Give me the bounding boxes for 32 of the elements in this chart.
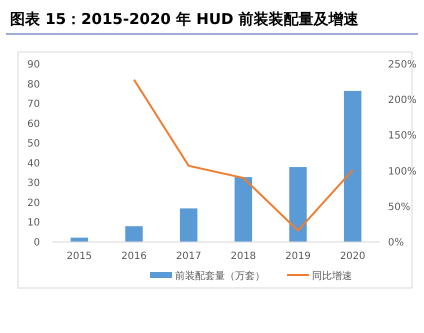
y-tick-label: 80 bbox=[27, 79, 40, 90]
y-tick-label: 10 bbox=[27, 218, 40, 229]
y2-tick-label: 250% bbox=[388, 60, 417, 70]
x-tick-label: 2015 bbox=[66, 251, 92, 262]
y2-tick-label: 200% bbox=[388, 95, 417, 106]
y-tick-label: 40 bbox=[27, 158, 40, 170]
line-series bbox=[133, 78, 354, 232]
chart-title: 图表 15：2015-2020 年 HUD 前装装配量及增速 bbox=[10, 10, 360, 28]
y-tick-label: 30 bbox=[27, 178, 40, 190]
bar bbox=[344, 90, 362, 242]
x-tick-label: 2020 bbox=[340, 251, 366, 262]
y-tick-label: 20 bbox=[27, 198, 40, 209]
y-tick-label: 50 bbox=[27, 138, 40, 150]
bar bbox=[70, 238, 88, 242]
y-tick-label: 60 bbox=[27, 118, 40, 130]
y2-tick-label: 0% bbox=[388, 238, 404, 248]
legend-label: 前装配套量（万套） bbox=[175, 270, 265, 282]
x-tick-label: 2019 bbox=[285, 251, 311, 262]
bar bbox=[180, 208, 198, 242]
y-tick-label: 90 bbox=[27, 60, 40, 70]
bar bbox=[125, 226, 143, 242]
y2-tick-label: 150% bbox=[388, 130, 417, 142]
y-tick-label: 0 bbox=[34, 238, 40, 248]
bar bbox=[289, 167, 307, 242]
x-tick-label: 2018 bbox=[230, 251, 256, 262]
y2-tick-label: 50% bbox=[388, 202, 410, 213]
y-tick-label: 70 bbox=[27, 99, 40, 110]
bar bbox=[234, 177, 252, 242]
x-tick-label: 2017 bbox=[176, 251, 202, 262]
y2-tick-label: 100% bbox=[388, 166, 417, 178]
x-tick-label: 2016 bbox=[121, 251, 147, 262]
legend-label: 同比增速 bbox=[312, 270, 352, 282]
